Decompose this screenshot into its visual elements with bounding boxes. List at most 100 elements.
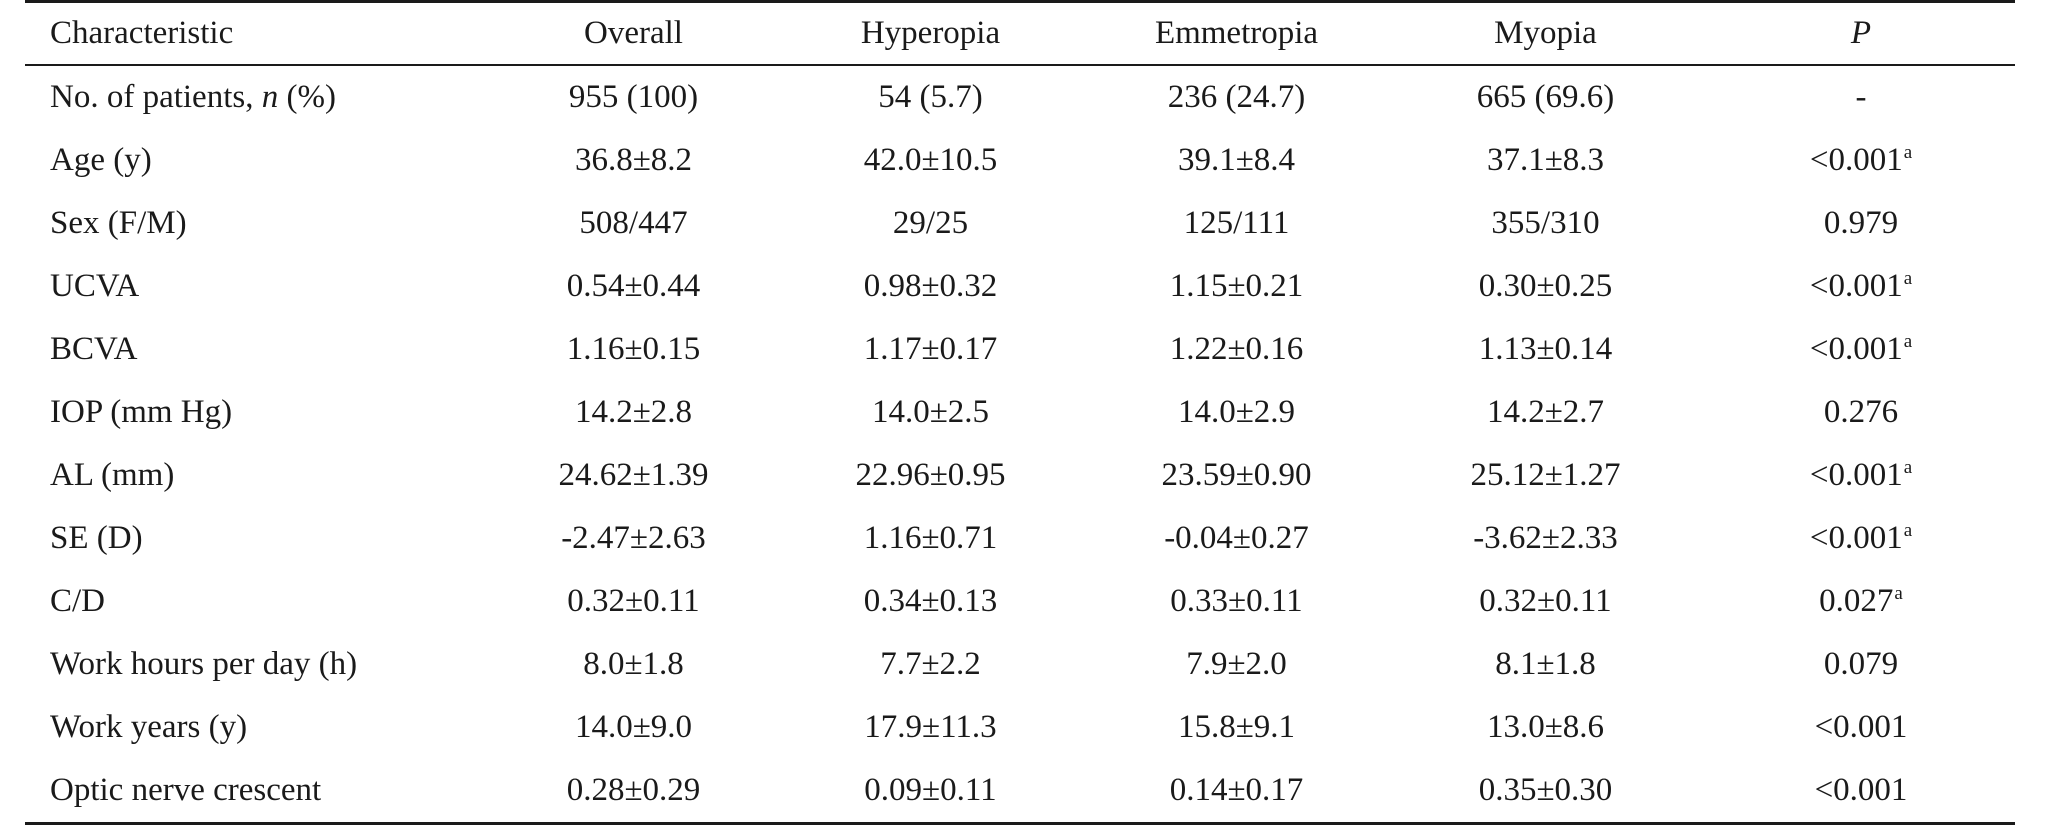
emmetropia-cell-value: 1.22±0.16 (1169, 331, 1304, 367)
row-label: Work years (y) (25, 696, 495, 759)
p-value-cell-value: <0.001 (1809, 142, 1903, 178)
p-value-cell-value: - (1855, 79, 1867, 115)
p-value-cell-value: <0.001 (1814, 709, 1908, 745)
table-row: BCVA 1.16±0.15 1.17±0.17 1.22±0.16 1.13±0.14… (25, 318, 2015, 381)
myopia-cell: 665 (69.6) (1384, 65, 1707, 129)
p-value-cell: - (1707, 65, 2015, 129)
p-value-cell: 0.027a (1707, 570, 2015, 633)
myopia-cell: 14.2±2.7 (1384, 381, 1707, 444)
table-row: UCVA 0.54±0.44 0.98±0.32 1.15±0.21 0.30±0.25… (25, 255, 2015, 318)
myopia-cell: -3.62±2.33 (1384, 507, 1707, 570)
myopia-cell: 0.30±0.25 (1384, 255, 1707, 318)
emmetropia-cell-value: -0.04±0.27 (1164, 520, 1309, 556)
hyperopia-cell: 22.96±0.95 (772, 444, 1089, 507)
emmetropia-cell-value: 236 (24.7) (1167, 79, 1306, 115)
emmetropia-cell: 39.1±8.4 (1089, 129, 1384, 192)
p-value-cell-value: <0.001 (1809, 457, 1903, 493)
row-label-text: No. of patients, (50, 79, 262, 115)
footnote-marker: a (1894, 583, 1903, 604)
p-value-cell-value: <0.001 (1809, 331, 1903, 367)
header-hyperopia: Hyperopia (860, 15, 1001, 51)
emmetropia-cell: -0.04±0.27 (1089, 507, 1384, 570)
hyperopia-cell: 0.98±0.32 (772, 255, 1089, 318)
emmetropia-cell: 15.8±9.1 (1089, 696, 1384, 759)
overall-cell-value: 0.32±0.11 (567, 583, 700, 619)
overall-cell: 14.2±2.8 (495, 381, 772, 444)
emmetropia-cell: 125/111 (1089, 192, 1384, 255)
emmetropia-cell-value: 0.14±0.17 (1169, 772, 1304, 808)
overall-cell: 0.54±0.44 (495, 255, 772, 318)
hyperopia-cell-value: 14.0±2.5 (871, 394, 990, 430)
p-value-cell: <0.001 (1707, 696, 2015, 759)
table-row: Optic nerve crescent 0.28±0.29 0.09±0.11 0.… (25, 759, 2015, 824)
footnote-marker: a (1903, 268, 1913, 289)
myopia-cell: 25.12±1.27 (1384, 444, 1707, 507)
overall-cell-value: 0.54±0.44 (566, 268, 701, 304)
hyperopia-cell: 1.16±0.71 (772, 507, 1089, 570)
p-value-cell-value: 0.276 (1823, 394, 1899, 430)
overall-cell: -2.47±2.63 (495, 507, 772, 570)
hyperopia-cell-value: 0.98±0.32 (863, 268, 998, 304)
overall-cell-value: 8.0±1.8 (583, 646, 684, 682)
overall-cell-value: 0.28±0.29 (566, 772, 701, 808)
emmetropia-cell: 1.15±0.21 (1089, 255, 1384, 318)
myopia-cell: 0.35±0.30 (1384, 759, 1707, 824)
hyperopia-cell: 29/25 (772, 192, 1089, 255)
header-p-value: P (1850, 15, 1872, 51)
myopia-cell-value: 0.32±0.11 (1479, 583, 1612, 619)
p-value-cell-value: 0.979 (1823, 205, 1899, 241)
emmetropia-cell-value: 125/111 (1183, 205, 1290, 241)
row-label: IOP (mm Hg) (25, 381, 495, 444)
row-label: Age (y) (25, 129, 495, 192)
overall-cell: 24.62±1.39 (495, 444, 772, 507)
myopia-cell: 355/310 (1384, 192, 1707, 255)
table-row: C/D 0.32±0.11 0.34±0.13 0.33±0.11 0.32±0.11 0… (25, 570, 2015, 633)
myopia-cell: 37.1±8.3 (1384, 129, 1707, 192)
myopia-cell-value: 14.2±2.7 (1486, 394, 1605, 430)
myopia-cell-value: 1.13±0.14 (1478, 331, 1613, 367)
header-myopia: Myopia (1494, 15, 1597, 51)
table-row: Work years (y) 14.0±9.0 17.9±11.3 15.8±9.1 1… (25, 696, 2015, 759)
overall-cell-value: 36.8±8.2 (574, 142, 693, 178)
emmetropia-cell: 1.22±0.16 (1089, 318, 1384, 381)
row-label-text: Work years (y) (50, 709, 248, 745)
footnote-marker: a (1903, 331, 1913, 352)
overall-cell-value: 955 (100) (568, 79, 699, 115)
hyperopia-cell: 14.0±2.5 (772, 381, 1089, 444)
row-label: Work hours per day (h) (25, 633, 495, 696)
emmetropia-cell-value: 7.9±2.0 (1186, 646, 1287, 682)
overall-cell-value: 14.0±9.0 (574, 709, 693, 745)
emmetropia-cell: 236 (24.7) (1089, 65, 1384, 129)
emmetropia-cell: 7.9±2.0 (1089, 633, 1384, 696)
hyperopia-cell-value: 29/25 (892, 205, 969, 241)
emmetropia-cell: 23.59±0.90 (1089, 444, 1384, 507)
hyperopia-cell: 54 (5.7) (772, 65, 1089, 129)
hyperopia-cell-value: 22.96±0.95 (855, 457, 1006, 493)
hyperopia-cell-value: 17.9±11.3 (864, 709, 997, 745)
hyperopia-cell: 42.0±10.5 (772, 129, 1089, 192)
p-value-cell-value: <0.001 (1809, 268, 1903, 304)
row-label: No. of patients, n (%) (25, 65, 495, 129)
p-value-cell: <0.001 (1707, 759, 2015, 824)
overall-cell: 955 (100) (495, 65, 772, 129)
overall-cell-value: 14.2±2.8 (574, 394, 693, 430)
row-label-italic: n (261, 79, 279, 115)
row-label-text: Age (y) (50, 142, 152, 178)
row-label: SE (D) (25, 507, 495, 570)
overall-cell: 8.0±1.8 (495, 633, 772, 696)
hyperopia-cell: 0.34±0.13 (772, 570, 1089, 633)
myopia-cell-value: 0.35±0.30 (1478, 772, 1613, 808)
overall-cell-value: -2.47±2.63 (561, 520, 706, 556)
overall-cell-value: 1.16±0.15 (566, 331, 701, 367)
emmetropia-cell: 0.14±0.17 (1089, 759, 1384, 824)
header-emmetropia: Emmetropia (1154, 15, 1319, 51)
myopia-cell-value: 37.1±8.3 (1486, 142, 1605, 178)
hyperopia-cell: 1.17±0.17 (772, 318, 1089, 381)
emmetropia-cell-value: 23.59±0.90 (1161, 457, 1312, 493)
table-row: SE (D) -2.47±2.63 1.16±0.71 -0.04±0.27 -3.62… (25, 507, 2015, 570)
row-label: UCVA (25, 255, 495, 318)
overall-cell: 0.28±0.29 (495, 759, 772, 824)
overall-cell: 0.32±0.11 (495, 570, 772, 633)
table-row: Age (y) 36.8±8.2 42.0±10.5 39.1±8.4 37.1±8.3… (25, 129, 2015, 192)
hyperopia-cell-value: 0.09±0.11 (864, 772, 997, 808)
